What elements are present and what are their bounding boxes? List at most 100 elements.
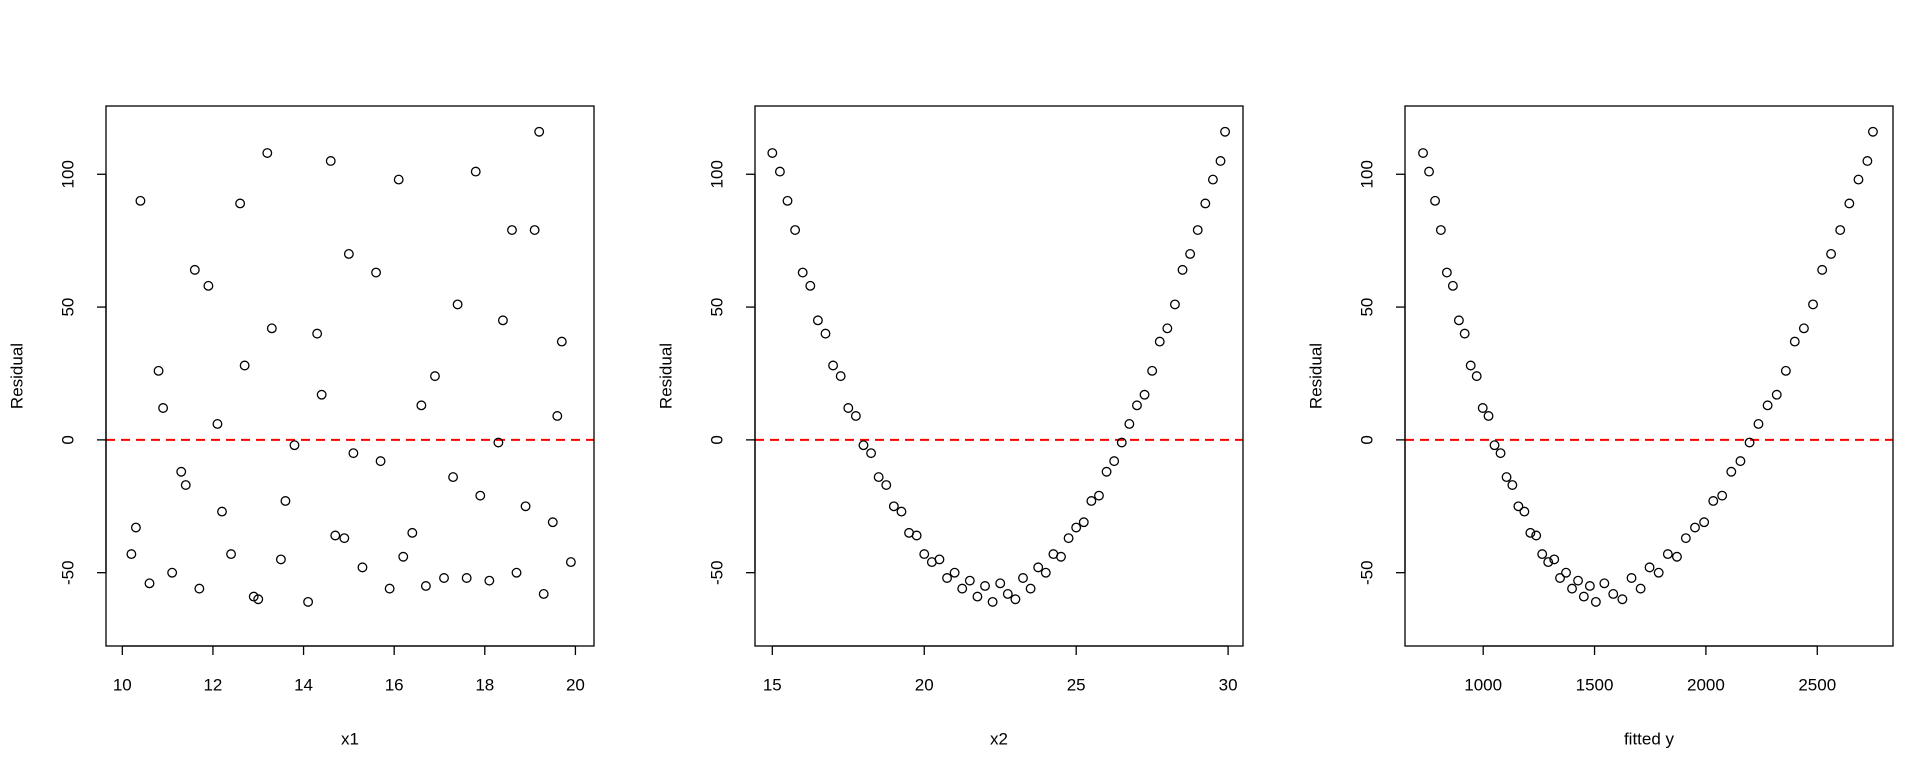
point (1561, 567, 1571, 578)
point (1025, 583, 1036, 594)
point (1608, 588, 1619, 599)
point (217, 506, 227, 517)
point (1808, 299, 1818, 310)
point (226, 549, 237, 560)
point (1147, 365, 1158, 376)
point (1567, 583, 1577, 594)
point (484, 575, 495, 586)
point (493, 437, 504, 448)
point (1644, 562, 1655, 573)
point (767, 148, 778, 158)
y-axis-label: Residual (1306, 343, 1325, 409)
x-axis-label: x1 (341, 729, 359, 748)
point (881, 480, 892, 490)
point (866, 448, 877, 459)
x-tick-label: 1000 (1464, 675, 1502, 694)
point (1453, 315, 1464, 326)
point (1798, 323, 1809, 334)
point (1139, 389, 1150, 400)
y-tick-label: 50 (707, 298, 726, 317)
point (203, 280, 214, 291)
point (325, 156, 336, 166)
point (1501, 472, 1512, 483)
point (1744, 437, 1755, 448)
point (511, 567, 522, 578)
point (303, 596, 314, 607)
point (1835, 225, 1846, 235)
x-tick-label: 15 (763, 675, 782, 694)
point (1200, 198, 1211, 209)
point (980, 581, 990, 591)
point (330, 530, 341, 541)
point (957, 583, 968, 594)
point (343, 248, 354, 259)
point (964, 575, 975, 586)
point (158, 403, 169, 413)
point (1868, 126, 1878, 137)
point (858, 440, 869, 451)
point (1002, 588, 1013, 599)
point (1635, 583, 1646, 594)
point (942, 573, 952, 583)
point (782, 195, 793, 206)
x-tick-label: 2000 (1687, 675, 1725, 694)
x-tick-label: 30 (1219, 675, 1238, 694)
point (1690, 522, 1700, 533)
point (1525, 527, 1536, 538)
point (507, 225, 517, 235)
point (1489, 440, 1500, 451)
point (1063, 533, 1074, 544)
x-tick-label: 10 (113, 675, 132, 694)
x-tick-label: 25 (1067, 675, 1086, 694)
point (262, 148, 273, 158)
point (1789, 336, 1800, 347)
point (1101, 466, 1112, 477)
x-tick-label: 1500 (1576, 675, 1614, 694)
point (461, 573, 472, 583)
point (1578, 591, 1589, 602)
point (1056, 551, 1066, 562)
point (1192, 225, 1203, 235)
point (1549, 554, 1560, 565)
point (820, 328, 831, 339)
point (556, 336, 567, 347)
point (949, 567, 960, 578)
point (357, 562, 368, 573)
point (1169, 299, 1180, 310)
point (919, 549, 930, 560)
y-tick-label: 100 (58, 160, 77, 188)
point (1599, 578, 1610, 589)
x-axis-label: x2 (990, 729, 1008, 748)
point (812, 315, 823, 326)
plot-box (754, 105, 1244, 647)
point (934, 554, 945, 565)
point (534, 126, 545, 137)
point (144, 578, 155, 589)
x-axis-label: fitted y (1624, 729, 1675, 748)
point (774, 166, 785, 177)
point (266, 323, 277, 334)
point (565, 557, 576, 568)
y-tick-label: 0 (1357, 435, 1376, 444)
point (1537, 549, 1548, 560)
point (439, 573, 449, 583)
point (797, 267, 808, 278)
point (1471, 371, 1482, 382)
point (497, 315, 508, 326)
point (1435, 225, 1446, 235)
point (1817, 264, 1828, 275)
point (135, 195, 146, 206)
point (1162, 323, 1173, 334)
point (1662, 549, 1673, 560)
point (316, 389, 327, 400)
point (189, 264, 200, 275)
point (1753, 418, 1764, 429)
point (538, 588, 549, 599)
y-tick-label: 0 (707, 435, 726, 444)
point (393, 174, 404, 185)
point (1483, 411, 1494, 421)
point (1519, 506, 1530, 517)
x-tick-label: 16 (385, 675, 404, 694)
point (407, 527, 418, 538)
